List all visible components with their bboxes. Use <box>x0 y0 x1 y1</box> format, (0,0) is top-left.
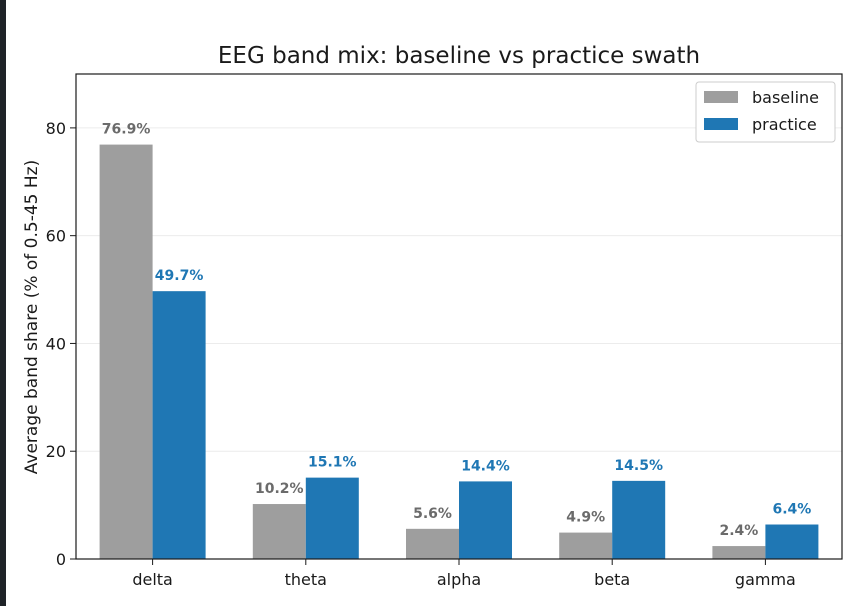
bar-chart: EEG band mix: baseline vs practice swath… <box>22 43 843 589</box>
x-axis-ticks: delta theta alpha beta gamma <box>132 559 796 589</box>
chart-frame: EEG band mix: baseline vs practice swath… <box>6 0 856 606</box>
bar-practice-theta <box>305 477 359 559</box>
bars <box>99 144 819 559</box>
bar-baseline-theta <box>252 504 306 559</box>
x-tick-label: theta <box>285 570 327 589</box>
bar-baseline-alpha <box>406 528 459 559</box>
bar-practice-delta <box>152 291 206 559</box>
x-tick-label: alpha <box>437 570 481 589</box>
bar-value-label: 5.6% <box>413 506 452 522</box>
bar-practice-beta <box>612 480 666 559</box>
bar-baseline-delta <box>99 144 153 559</box>
bar-baseline-gamma <box>712 546 766 559</box>
x-tick-label: delta <box>132 570 173 589</box>
y-tick-label: 40 <box>46 334 66 353</box>
bar-value-label: 49.7% <box>155 268 204 284</box>
y-tick-label: 20 <box>46 442 66 461</box>
legend-label-baseline: baseline <box>752 88 819 107</box>
y-tick-label: 0 <box>56 550 66 569</box>
y-axis-ticks: 0 20 40 60 80 <box>46 119 76 569</box>
x-tick-label: gamma <box>735 570 796 589</box>
bar-practice-alpha <box>459 481 512 559</box>
y-tick-label: 80 <box>46 119 66 138</box>
legend-swatch-practice <box>704 118 738 130</box>
bar-value-label: 15.1% <box>308 455 357 471</box>
legend-swatch-baseline <box>704 91 738 103</box>
x-tick-label: beta <box>594 570 630 589</box>
y-tick-label: 60 <box>46 227 66 246</box>
bar-baseline-beta <box>559 532 613 559</box>
bar-value-label: 14.4% <box>461 458 510 474</box>
bar-value-label: 4.9% <box>566 510 605 526</box>
bar-practice-gamma <box>765 524 819 559</box>
bar-value-label: 76.9% <box>102 122 151 138</box>
bar-value-label: 10.2% <box>255 481 304 497</box>
y-axis-label: Average band share (% of 0.5-45 Hz) <box>22 160 42 474</box>
chart-title: EEG band mix: baseline vs practice swath <box>218 43 700 69</box>
bar-value-labels: 76.9% 49.7% 10.2%15.1% 5.6% 14.4% 4.9% 14.5% 2.… <box>102 122 812 539</box>
bar-value-label: 2.4% <box>719 523 758 539</box>
bar-value-label: 14.5% <box>614 458 663 474</box>
bar-value-label: 6.4% <box>772 502 811 518</box>
legend: baseline practice <box>695 81 836 143</box>
legend-label-practice: practice <box>752 115 817 134</box>
